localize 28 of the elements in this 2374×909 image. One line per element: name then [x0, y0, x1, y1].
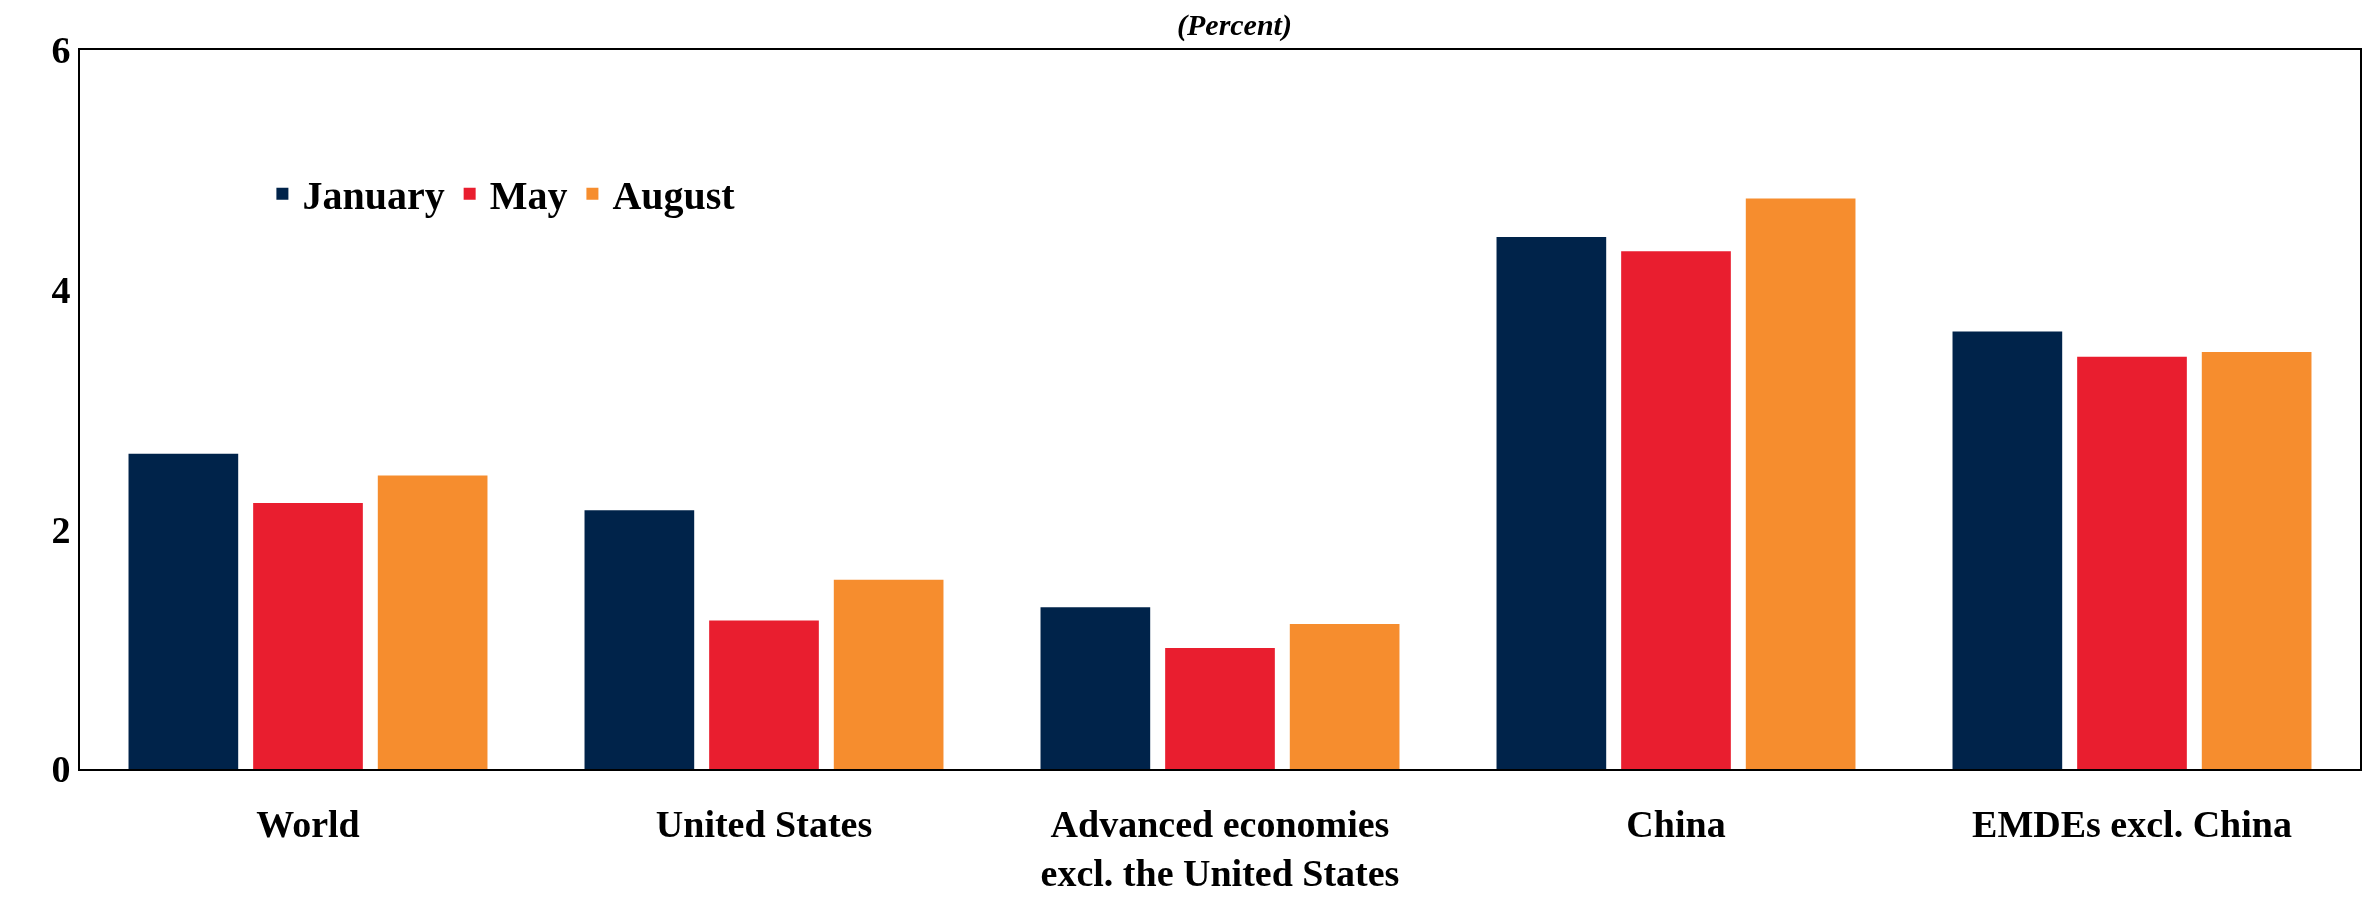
bar [833, 579, 944, 769]
bar [1289, 624, 1400, 769]
bar [128, 453, 239, 769]
bar [1165, 647, 1275, 769]
bar [1040, 607, 1151, 769]
bar [1745, 198, 1856, 769]
x-tick-label: World [256, 802, 360, 845]
bar [709, 620, 819, 769]
x-tick-label: EMDEs excl. China [1972, 802, 2292, 845]
x-tick-label: China [1626, 802, 1726, 845]
y-tick-label: 2 [51, 508, 71, 551]
bar [2201, 351, 2312, 769]
legend-label: January [302, 173, 445, 219]
y-tick-label: 6 [51, 29, 71, 72]
bar [1621, 251, 1731, 769]
y-tick-label: 0 [51, 748, 71, 791]
bar [1496, 236, 1607, 769]
legend-label: August [612, 173, 736, 219]
bar [1952, 331, 2063, 769]
bar [2077, 356, 2187, 769]
legend-label: May [489, 173, 568, 219]
x-tick-label: Advanced economies excl. the United States [1040, 802, 1400, 894]
bar [377, 475, 488, 769]
x-tick-label: United States [655, 802, 873, 845]
bar [253, 502, 363, 769]
chart-title: (Percent) [1177, 7, 1292, 42]
bar [584, 510, 695, 769]
y-tick-label: 4 [51, 268, 71, 311]
